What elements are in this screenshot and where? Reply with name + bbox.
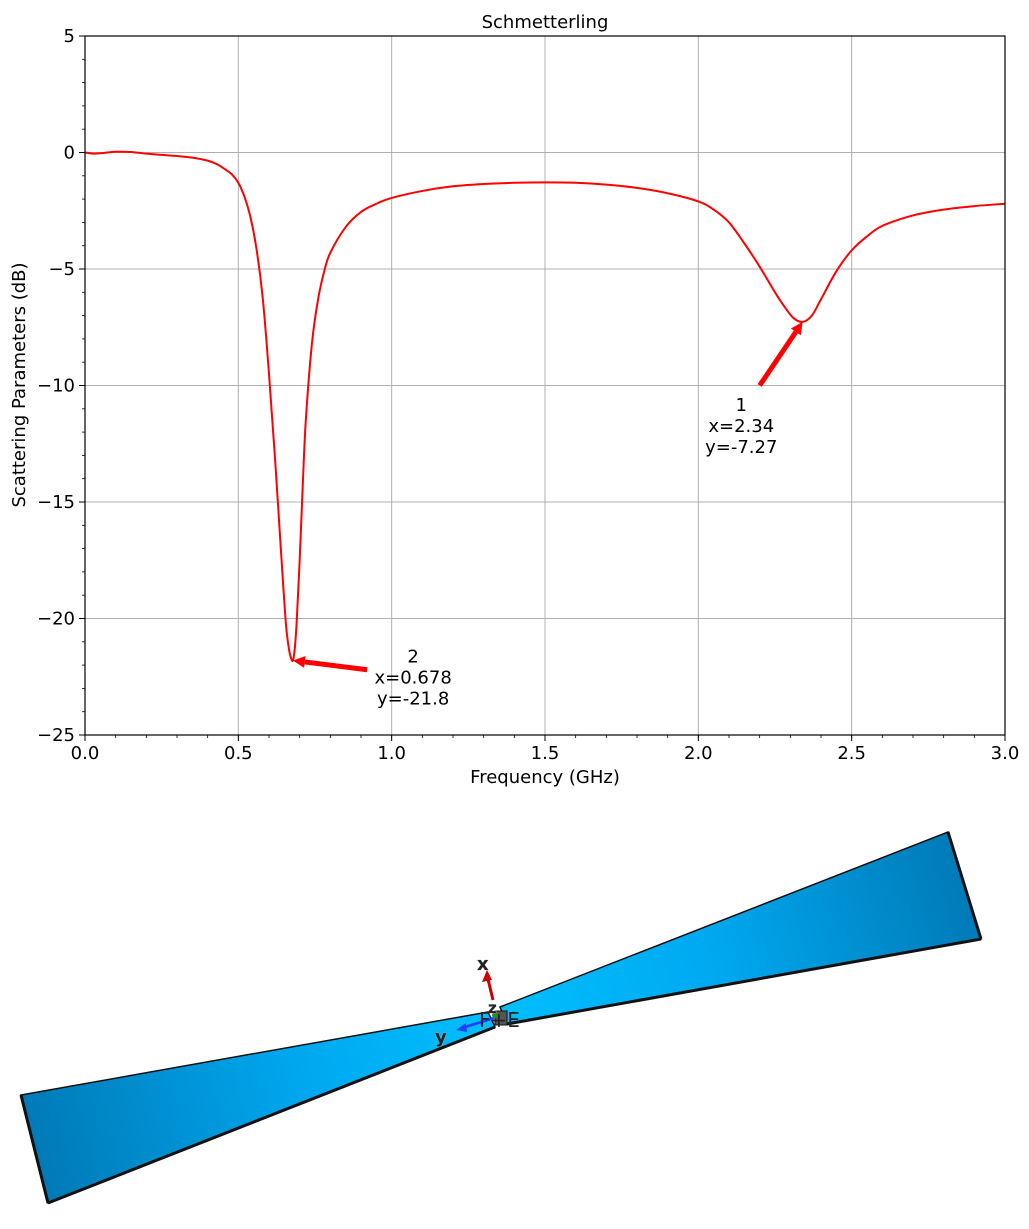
x-tick-label: 1.5 (531, 743, 560, 764)
marker-text-2: x=0.678 (375, 668, 452, 689)
y-tick-label: −5 (48, 259, 75, 280)
series-line (84, 150, 1006, 663)
x-axis-letter: x (477, 954, 489, 975)
y-tick-label: −10 (37, 376, 75, 397)
x-arrow-head (482, 970, 492, 982)
y-arrow-head (456, 1023, 467, 1032)
marker-arrow-2 (304, 659, 368, 673)
axes-triad: x y z F+E (435, 954, 520, 1049)
series-path (84, 150, 1006, 663)
marker-text-1: 1 (736, 395, 747, 416)
right-wing (499, 831, 982, 1025)
x-tick-label: 2.0 (684, 743, 713, 764)
right-wing-end (946, 831, 983, 940)
marker-text-2: y=-21.8 (377, 689, 449, 710)
x-axis-label: Frequency (GHz) (470, 767, 620, 788)
left-wing (20, 1011, 497, 1205)
triad-origin (492, 1012, 498, 1018)
left-wing-end (19, 1094, 50, 1204)
marker-text-1: y=-7.27 (705, 437, 777, 458)
grid (84, 35, 1006, 736)
y-axis-label: Scattering Parameters (dB) (9, 262, 30, 507)
x-tick-label: 0.0 (71, 743, 100, 764)
marker-text-2: 2 (407, 647, 418, 668)
y-axis-arrow (461, 1016, 495, 1030)
x-tick-label: 1.0 (377, 743, 406, 764)
left-wing-edge (47, 1025, 496, 1205)
x-tick-label: 3.0 (991, 743, 1020, 764)
y-axis-letter: y (435, 1027, 447, 1048)
y-tick-label: −15 (37, 492, 75, 513)
y-tick-label: 5 (64, 26, 75, 47)
marker-arrowhead-2 (292, 655, 306, 668)
right-wing-edge (506, 937, 982, 1026)
s-parameter-chart: Schmetterling 0.0 0.5 1.0 1.5 2.0 2.5 3.0 −25 −2… (9, 12, 1019, 788)
y-tick-label: −25 (37, 725, 75, 746)
x-tick-label: 0.5 (224, 743, 253, 764)
z-axis-letter: z (488, 999, 497, 1017)
y-tick-label: −20 (37, 609, 75, 630)
marker-arrowhead-1 (790, 321, 803, 336)
marker-arrow-1 (757, 330, 798, 387)
antenna-model-view: x y z F+E (19, 831, 983, 1205)
chart-title: Schmetterling (482, 12, 609, 33)
feed-label: F+E (479, 1008, 520, 1032)
plot-frame (84, 35, 1006, 736)
y-tick-label: 0 (64, 143, 75, 164)
marker-text-1: x=2.34 (708, 416, 774, 437)
ticks: 0.0 0.5 1.0 1.5 2.0 2.5 3.0 −25 −20 −15 −10 −5 0 5 (37, 26, 1019, 764)
x-tick-label: 2.5 (837, 743, 866, 764)
